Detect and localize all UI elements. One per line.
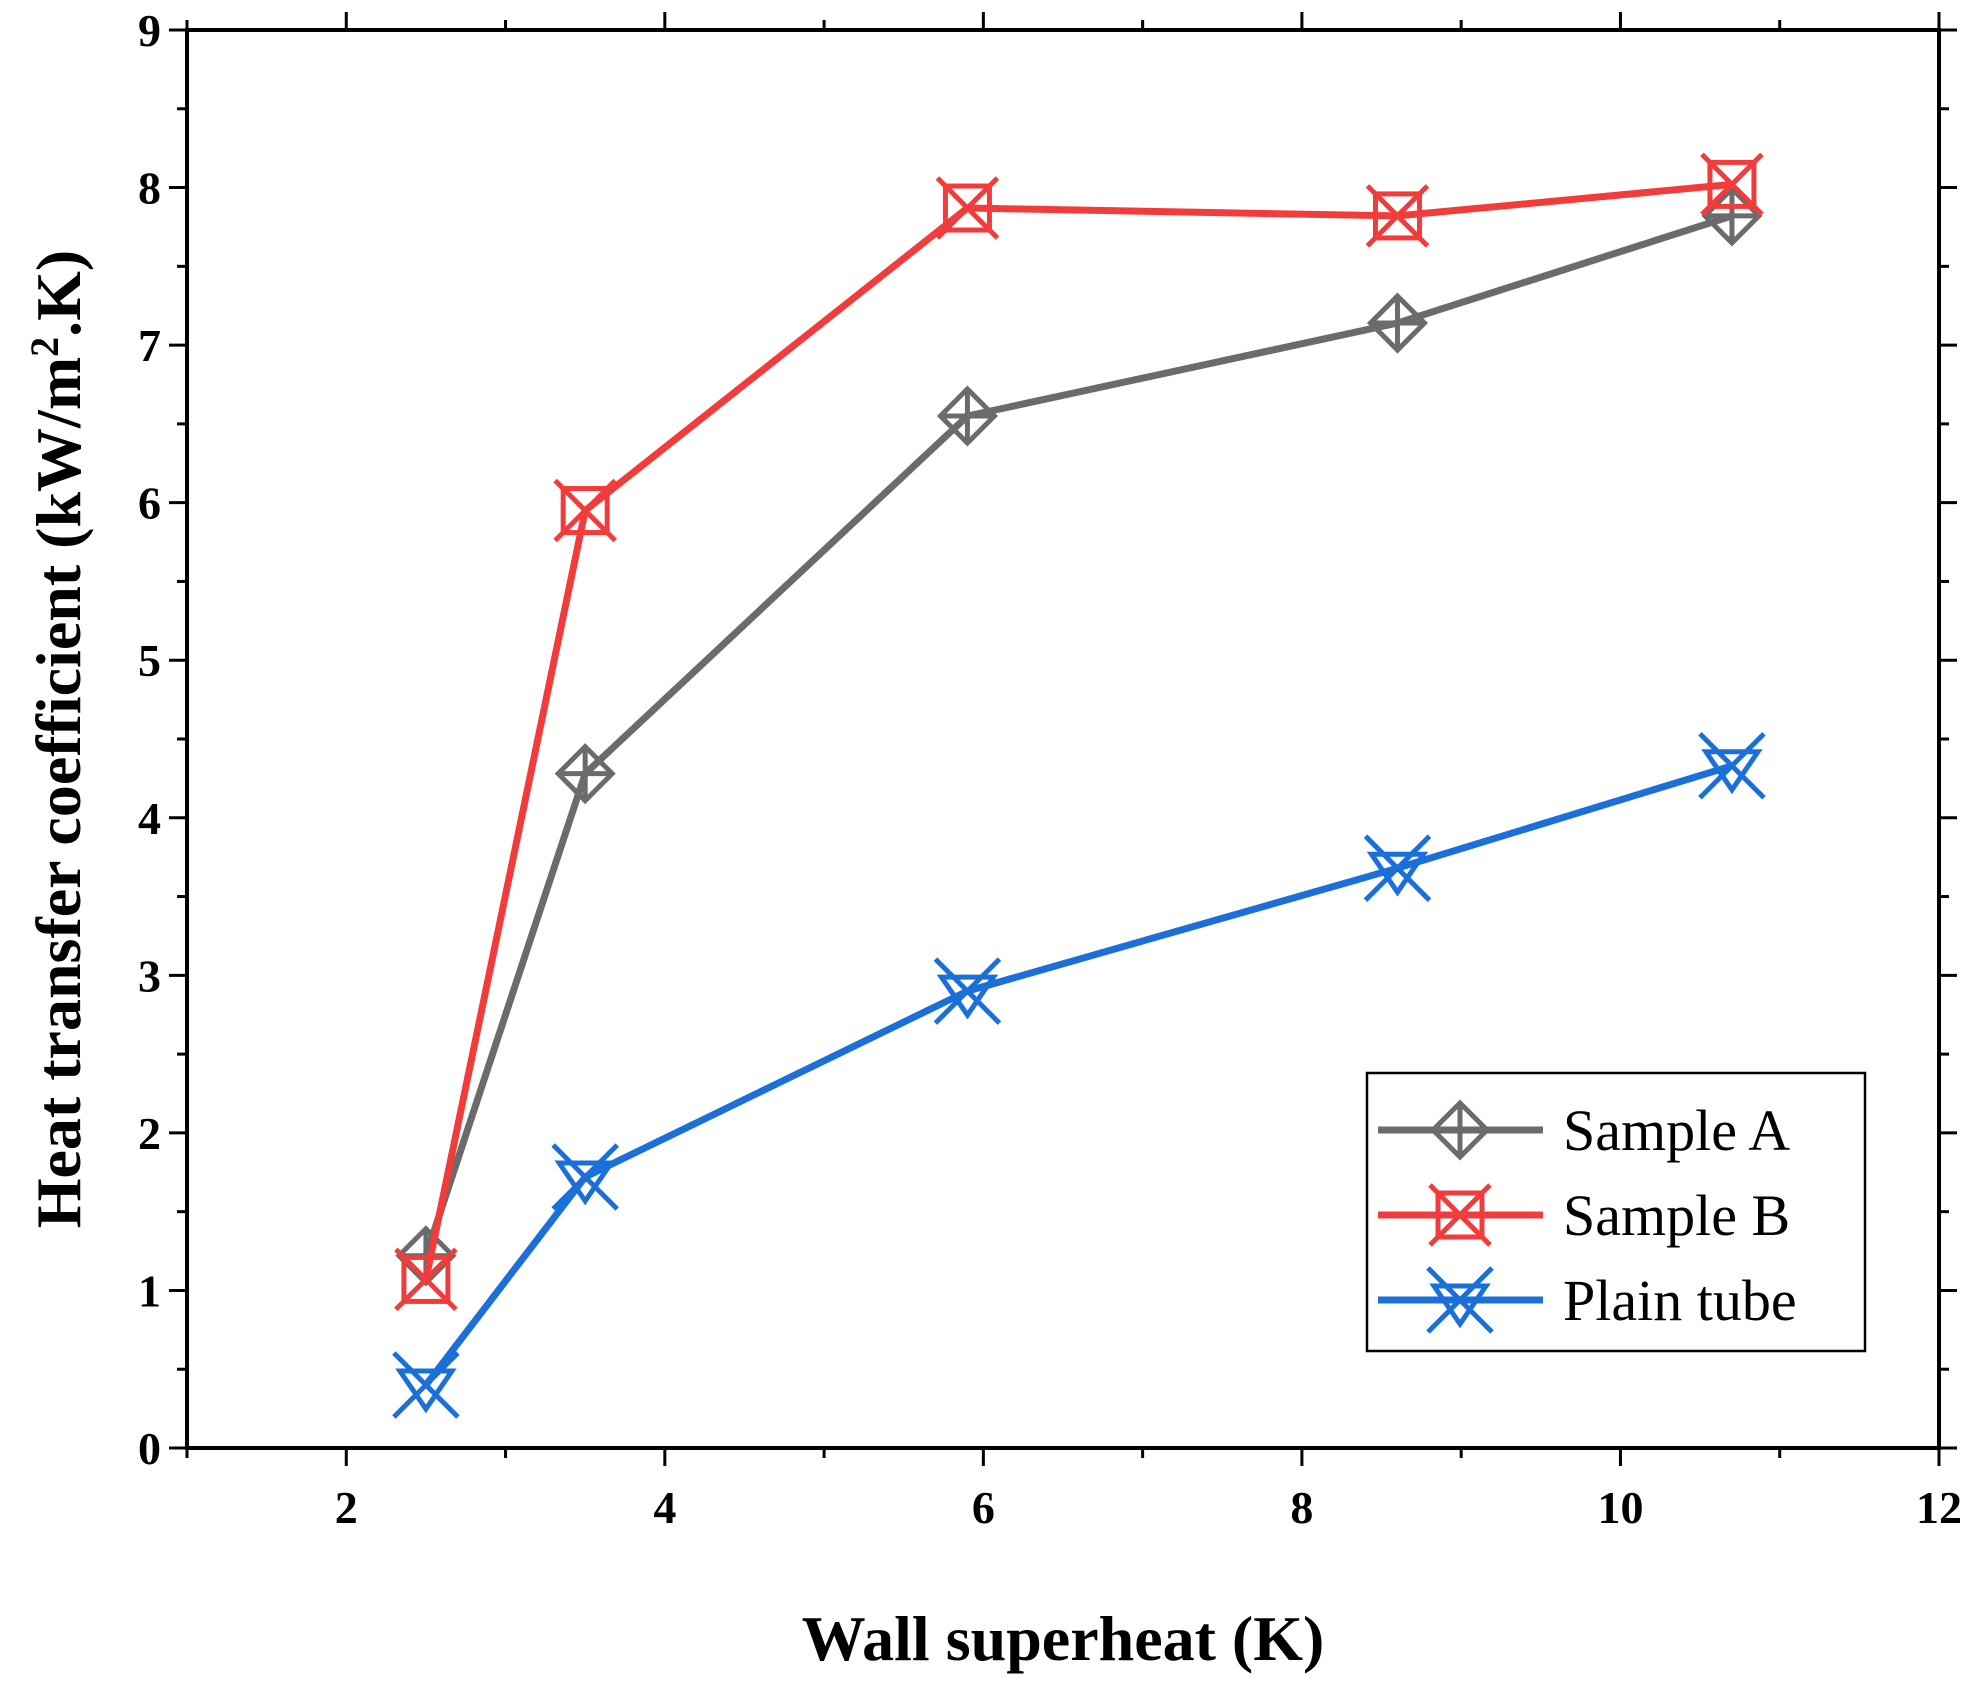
x-axis-title: Wall superheat (K): [802, 1603, 1325, 1674]
marker-x-diag-2: [392, 1351, 460, 1419]
x-tick-label: 10: [1597, 1482, 1643, 1533]
marker-x-diag-2: [394, 1247, 458, 1312]
x-tick-label: 12: [1916, 1482, 1962, 1533]
marker-x-diag-2: [551, 1143, 619, 1211]
legend-entry: Plain tube: [1378, 1266, 1797, 1334]
legend-marker: [1429, 1099, 1491, 1161]
legend-label: Sample A: [1563, 1098, 1790, 1163]
y-axis-title-end: .K): [23, 250, 94, 337]
marker-square: [1372, 191, 1422, 241]
marker-square: [1707, 159, 1757, 209]
data-point: [392, 1351, 460, 1419]
marker-square: [1435, 1190, 1485, 1240]
y-tick-label: 0: [138, 1423, 161, 1474]
y-axis-title-main: Heat transfer coefficient (kW/m: [23, 357, 94, 1228]
y-axis-title: Heat transfer coefficient (kW/m2.K): [22, 250, 94, 1229]
x-axis-ticks: 2 4 6 8 10 12: [185, 12, 1962, 1533]
data-point: [1366, 292, 1429, 354]
legend-entry: Sample B: [1378, 1183, 1790, 1248]
series-plain-tube: [392, 732, 1766, 1419]
marker-triangle: [1701, 749, 1763, 795]
data-point: [933, 957, 1002, 1025]
y-tick-label: 7: [138, 320, 161, 371]
y-axis-title-superscript: 2: [22, 337, 67, 357]
data-point: [1700, 152, 1764, 217]
x-tick-label: 8: [1290, 1482, 1313, 1533]
x-tick-label: 2: [335, 1482, 358, 1533]
data-point: [936, 385, 998, 447]
plot-marks: [392, 152, 1766, 1419]
marker-triangle: [1366, 851, 1429, 897]
legend: Sample A Sample B Plain tube: [1365, 1071, 1867, 1353]
legend-label: Plain tube: [1563, 1268, 1797, 1333]
legend-marker: [1426, 1266, 1494, 1334]
series-sample-b: [394, 152, 1764, 1312]
y-tick-label: 2: [138, 1108, 161, 1159]
marker-x-diag-2: [553, 478, 617, 543]
y-axis-ticks: 0 1 2 3 4 5 6 7 8 9: [138, 5, 1957, 1474]
legend-marker: [1428, 1183, 1492, 1247]
x-tick-label: 6: [972, 1482, 995, 1533]
y-tick-label: 3: [138, 950, 161, 1001]
marker-x-diag-2: [1365, 184, 1430, 248]
marker-x-diag-2: [933, 957, 1002, 1025]
marker-x-diag-2: [935, 176, 1000, 240]
marker-x-diag-2: [1428, 1183, 1492, 1247]
marker-square: [560, 486, 610, 536]
y-tick-label: 8: [138, 163, 161, 214]
legend-entry: Sample A: [1378, 1098, 1790, 1163]
y-tick-label: 5: [138, 635, 161, 686]
marker-x-diag-2: [1363, 834, 1432, 902]
data-point: [553, 478, 617, 543]
marker-triangle: [936, 974, 999, 1020]
legend-label: Sample B: [1563, 1183, 1790, 1248]
marker-square: [401, 1254, 451, 1304]
data-point: [1365, 184, 1430, 248]
x-tick-label: 4: [653, 1482, 676, 1533]
marker-triangle: [554, 1160, 616, 1206]
y-tick-label: 9: [138, 5, 161, 56]
marker-triangle: [1429, 1283, 1491, 1329]
marker-triangle: [395, 1368, 457, 1414]
data-point: [935, 176, 1000, 240]
y-tick-label: 4: [138, 793, 161, 844]
data-point: [1363, 834, 1432, 902]
y-tick-label: 6: [138, 478, 161, 529]
data-point: [394, 1247, 458, 1312]
data-point: [551, 1143, 619, 1211]
data-point: [554, 743, 616, 805]
marker-x-diag-2: [1698, 732, 1766, 800]
data-point: [1698, 732, 1766, 800]
marker-square: [942, 183, 992, 233]
y-tick-label: 1: [138, 1265, 161, 1316]
marker-x-diag-2: [1426, 1266, 1494, 1334]
marker-x-diag-2: [1700, 152, 1764, 217]
